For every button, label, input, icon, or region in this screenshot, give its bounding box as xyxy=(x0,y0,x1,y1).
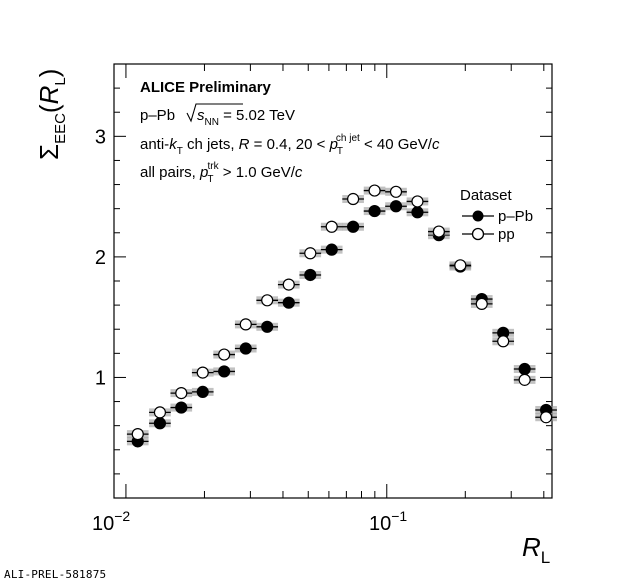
annotation-jet-selection: anti-kT ch jets, R = 0.4, 20 < pTch jet … xyxy=(140,133,440,157)
annotation-p2-sub: T xyxy=(207,174,213,185)
annotation-collision-prefix: p–Pb xyxy=(140,107,175,124)
annotation-collision-system: p–Pb xyxy=(140,107,175,124)
data-point-ppb xyxy=(282,296,295,309)
data-point-ppb xyxy=(239,342,252,355)
data-point-pp xyxy=(175,387,188,400)
annotation-c2: c xyxy=(295,164,303,181)
annotation-c: c xyxy=(432,136,440,153)
annotation-p-sub: T xyxy=(337,146,343,157)
annotation-trk-cut: > 1.0 GeV/ xyxy=(219,164,296,181)
y-axis-title-close: ) xyxy=(34,69,64,78)
x-tick-label-1e-1: 10−1 xyxy=(369,508,407,535)
x-tick-label-1e-1-exp: −1 xyxy=(391,508,407,524)
y-axis-title-R: R xyxy=(34,86,64,105)
x-axis-title-sub: L xyxy=(541,548,550,567)
data-points xyxy=(126,184,557,448)
annotation-energy: = 5.02 TeV xyxy=(219,107,295,124)
sqrt-sign xyxy=(186,103,243,123)
y-axis-title-open: ( xyxy=(34,104,64,113)
data-point-ppb xyxy=(261,320,274,333)
legend-title: Dataset xyxy=(460,187,513,204)
annotation-allpairs: all pairs, xyxy=(140,164,200,181)
data-point-pp xyxy=(540,411,553,424)
plot-frame-box xyxy=(113,63,553,499)
data-point-ppb xyxy=(347,220,360,233)
y-axis-title-sub: EEC xyxy=(52,113,69,144)
data-point-pp xyxy=(347,192,360,206)
data-point-ppb xyxy=(325,243,338,256)
x-axis-title: RL xyxy=(522,532,550,567)
data-point-pp xyxy=(497,335,510,348)
x-axis-title-R: R xyxy=(522,532,541,562)
data-point-pp xyxy=(304,247,317,260)
annotation-k-sub: T xyxy=(177,146,183,157)
legend-ppb-label: p–Pb xyxy=(498,208,533,225)
y-tick-label-3: 3 xyxy=(95,126,106,148)
x-tick-label-1e-1-base: 10 xyxy=(369,513,391,535)
data-point-ppb xyxy=(153,417,167,430)
x-tick-label-1e-2-base: 10 xyxy=(92,513,114,535)
annotation-p2: p xyxy=(199,164,208,181)
data-point-pp xyxy=(261,294,274,307)
annotation-R: R xyxy=(239,136,250,153)
data-point-pp xyxy=(389,185,403,198)
data-point-pp xyxy=(239,318,252,331)
annotation-p-sup: ch jet xyxy=(336,133,360,144)
data-point-ppb xyxy=(304,268,317,282)
data-point-pp xyxy=(325,220,338,233)
annotation-p: p xyxy=(329,136,338,153)
annotation-sqrt-content: sNN = 5.02 TeV xyxy=(197,107,295,128)
data-point-pp xyxy=(218,348,231,361)
y-axis-title-sigma: Σ xyxy=(34,144,64,160)
annotation-range-hi: < 40 GeV/ xyxy=(360,136,433,153)
data-point-ppb xyxy=(218,365,231,378)
annotation-nn: NN xyxy=(205,117,219,128)
x-tick-label-1e-2-exp: −2 xyxy=(114,508,130,524)
data-point-ppb xyxy=(411,206,424,219)
legend-ppb-marker xyxy=(472,210,484,222)
y-axis-title: ΣEEC(RL) xyxy=(34,69,69,160)
data-point-ppb xyxy=(175,401,188,414)
y-tick-label-1: 1 xyxy=(95,367,106,389)
legend-pp-label: pp xyxy=(498,226,515,243)
x-tick-label-1e-2: 10−2 xyxy=(92,508,130,535)
annotation-s: s xyxy=(197,107,205,124)
annotation-range-lo: = 0.4, 20 < xyxy=(250,136,330,153)
annotation-k: k xyxy=(169,136,178,153)
data-point-ppb xyxy=(368,204,381,218)
annotation-chjets: ch jets, xyxy=(183,136,239,153)
annotation-track-selection: all pairs, pTtrk > 1.0 GeV/c xyxy=(140,161,303,185)
legend-pp-marker xyxy=(471,227,485,241)
data-point-pp xyxy=(131,428,144,441)
y-axis-title-Rsub: L xyxy=(52,77,69,85)
data-point-pp xyxy=(475,297,488,311)
data-point-pp xyxy=(282,278,295,291)
data-point-pp xyxy=(411,195,424,208)
annotation-p2-sup: trk xyxy=(207,161,219,172)
axis-ticks xyxy=(113,64,552,498)
data-point-pp xyxy=(518,373,531,386)
data-point-ppb xyxy=(389,200,403,213)
annotation-anti: anti- xyxy=(140,136,169,153)
annotation-alice-preliminary: ALICE Preliminary xyxy=(140,79,272,96)
figure-id-footer: ALI-PREL-581875 xyxy=(4,568,107,581)
data-point-pp xyxy=(153,406,167,419)
legend: Dataset p–Pb pp xyxy=(460,187,533,243)
data-point-pp xyxy=(196,366,209,379)
data-point-ppb xyxy=(518,362,531,376)
data-point-ppb xyxy=(196,385,209,399)
data-point-pp xyxy=(454,259,467,272)
data-point-pp xyxy=(432,225,445,238)
data-point-pp xyxy=(368,184,381,197)
plot-frame xyxy=(113,63,553,499)
y-tick-label-2: 2 xyxy=(95,247,106,269)
